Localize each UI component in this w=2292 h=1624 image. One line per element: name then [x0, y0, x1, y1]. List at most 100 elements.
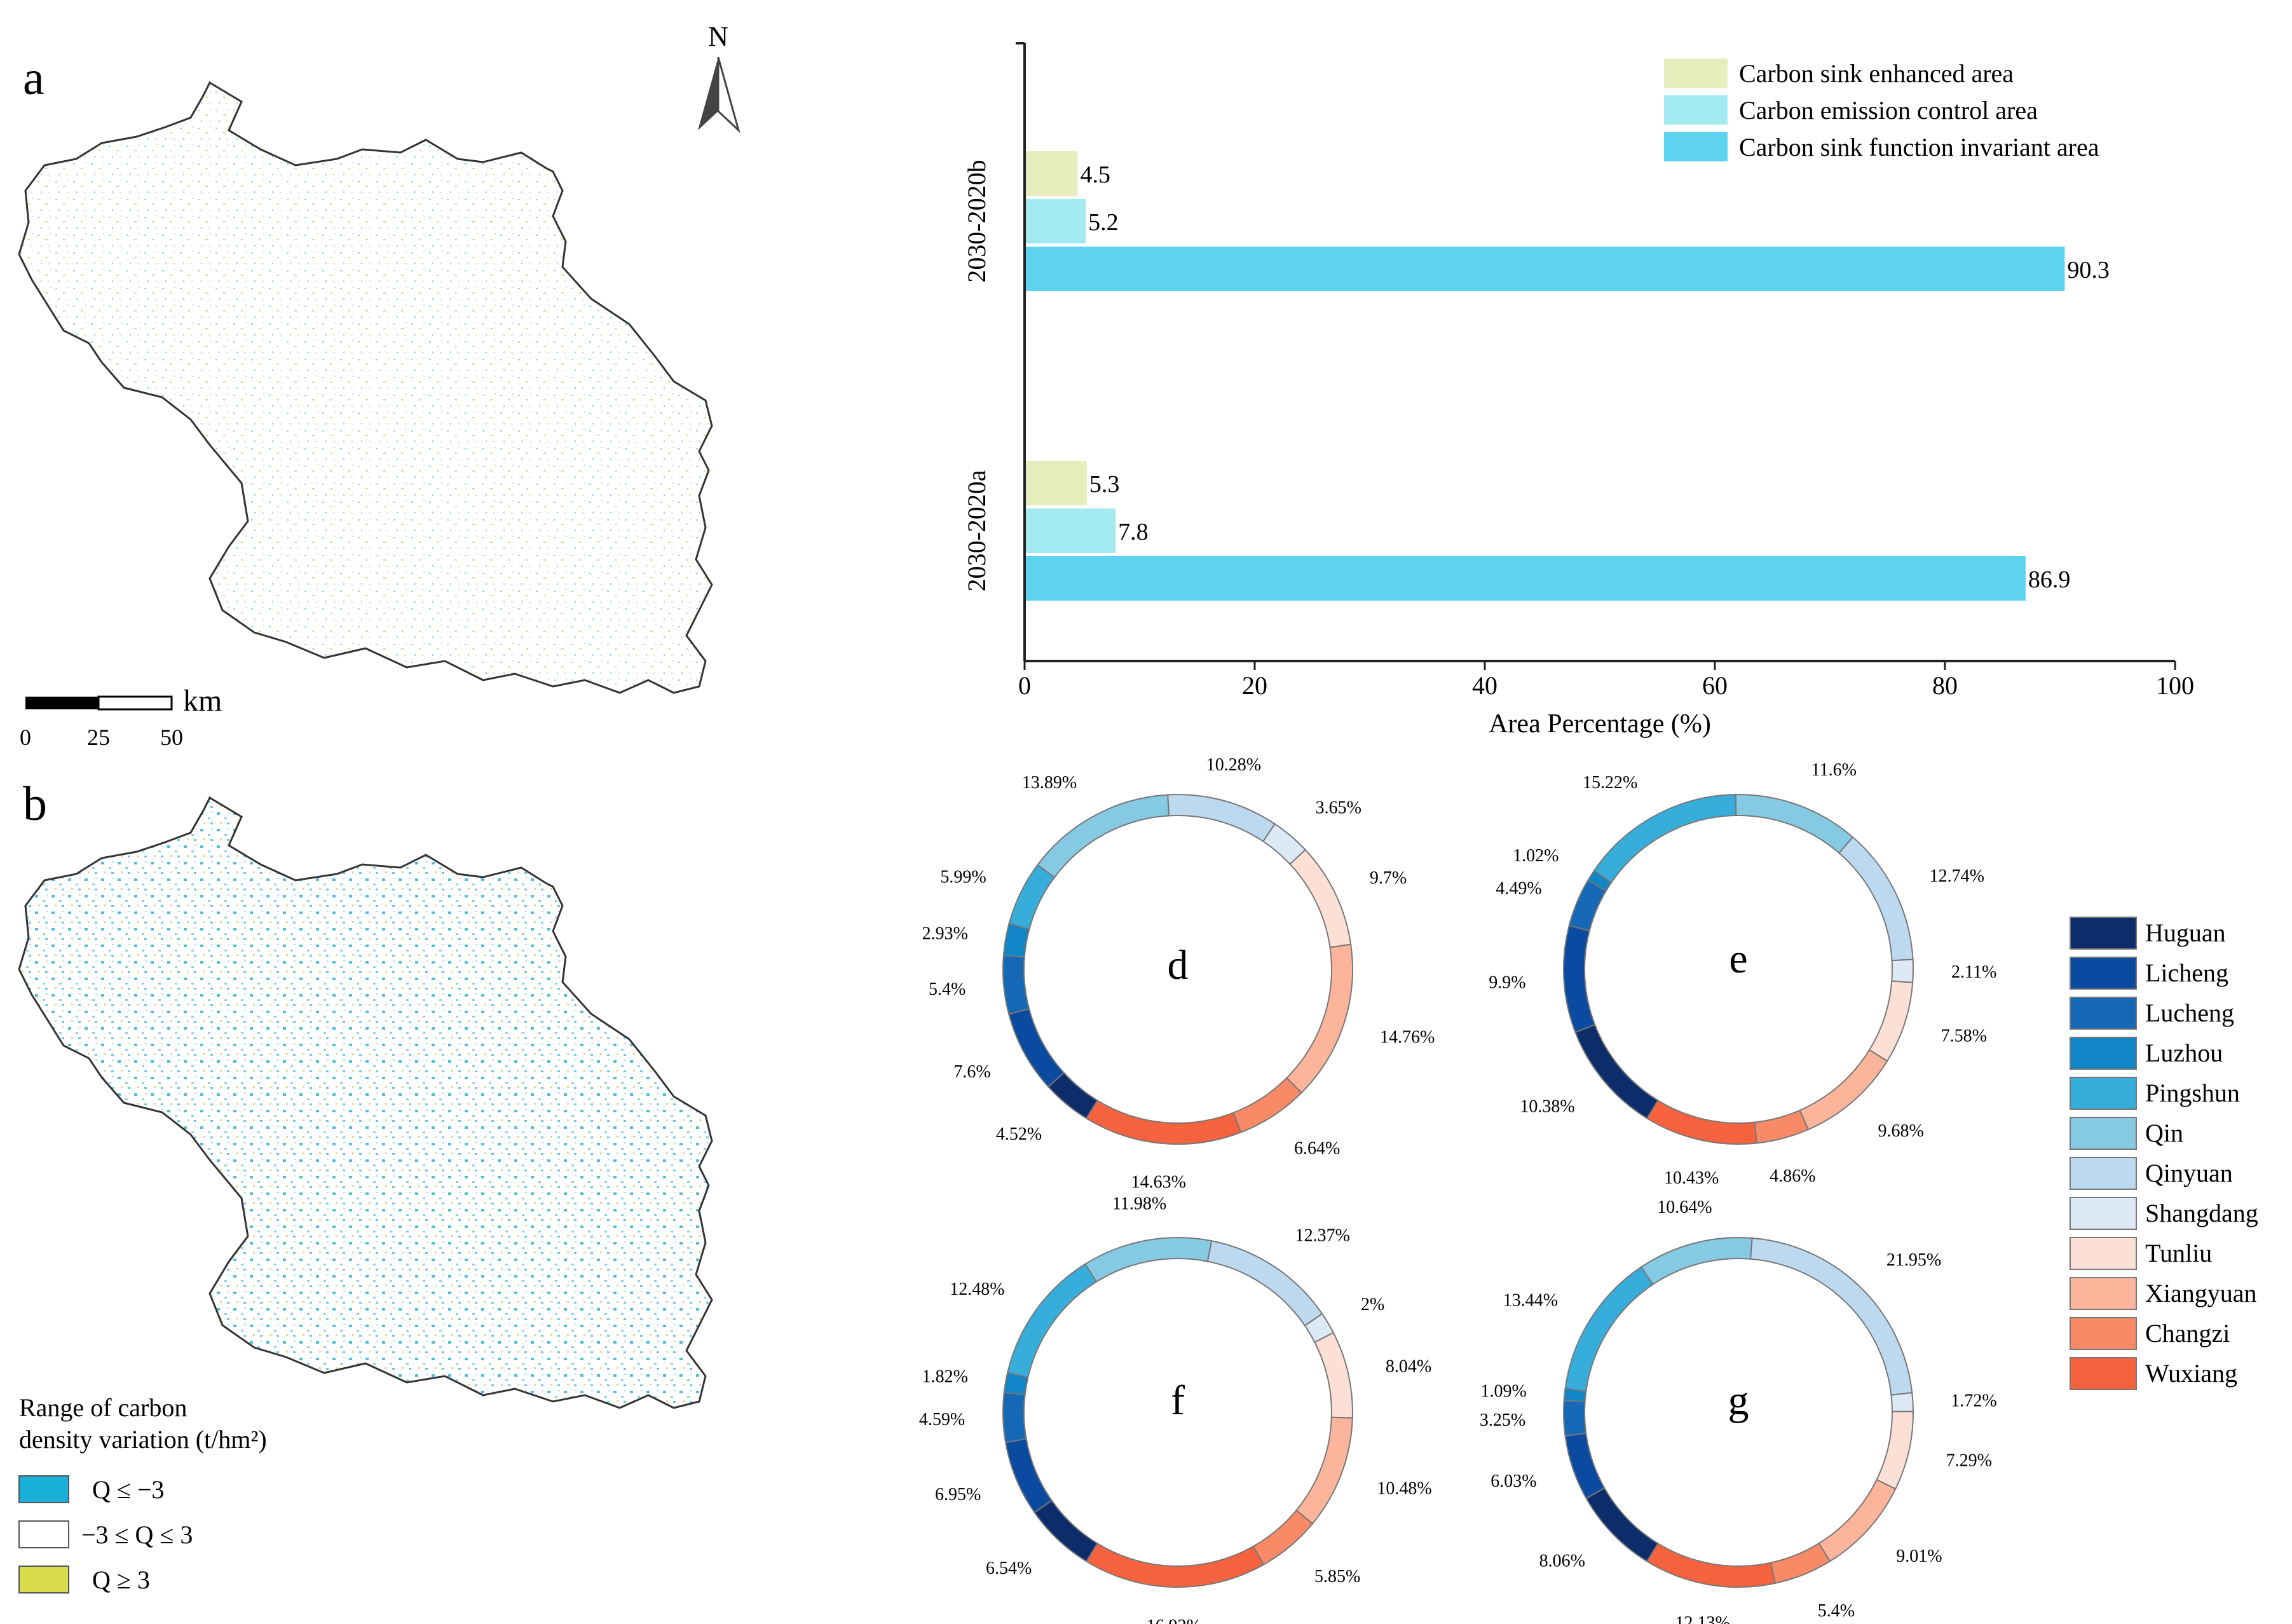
legend-swatch-mid	[18, 1520, 69, 1548]
legend-swatch	[2070, 1317, 2137, 1350]
x-axis-title: Area Percentage (%)	[1489, 709, 1711, 739]
legend-swatch	[2070, 917, 2137, 950]
north-arrow-icon: N	[698, 21, 740, 133]
legend-swatch-high	[18, 1566, 69, 1593]
donut-value-label: 8.06%	[1539, 1552, 1585, 1571]
donut-value-label: 2.93%	[922, 924, 968, 944]
donut-segment	[1646, 1099, 1757, 1145]
legend-swatch	[2070, 1357, 2137, 1390]
donut-charts: 4.52% 7.6% 5.4% 2.93% 5.99% 13.89% 10.28% 3.65%…	[919, 755, 1997, 1624]
donut-value-label: 14.76%	[1380, 1028, 1435, 1047]
donut-value-label: 4.52%	[996, 1124, 1042, 1144]
donut-value-label: 5.99%	[940, 868, 986, 887]
donut-value-label: 6.95%	[935, 1485, 981, 1505]
x-tick-label: 40	[1472, 671, 1497, 700]
bar	[1026, 556, 2026, 601]
donut-value-label: 10.48%	[1377, 1478, 1431, 1498]
legend-label: Huguan	[2145, 918, 2226, 947]
legend-label: Carbon emission control area	[1739, 96, 2038, 125]
donut-panel-label: g	[1728, 1377, 1749, 1424]
donut-segment	[1002, 1391, 1027, 1443]
donut-segment	[1085, 1542, 1265, 1588]
legend-label: Qinyuan	[2145, 1159, 2233, 1187]
legend-label-high: Q ≥ 3	[92, 1566, 150, 1594]
donut-value-label: 10.38%	[1520, 1096, 1574, 1116]
donut-panel-label: e	[1729, 936, 1747, 982]
donut-value-label: 10.28%	[1206, 755, 1261, 775]
donut-segment	[1585, 1487, 1659, 1562]
donut-value-label: 4.49%	[1496, 878, 1541, 898]
bar-value-label: 5.2	[1088, 209, 1119, 236]
legend-label: Licheng	[2145, 959, 2228, 987]
map-legend-title: Range of carbon	[19, 1393, 187, 1422]
legend-label: Lucheng	[2145, 999, 2234, 1027]
legend-swatch	[2070, 1197, 2137, 1230]
north-label: N	[708, 21, 728, 52]
donut-panel-label: f	[1171, 1377, 1185, 1424]
donut-value-label: 9.01%	[1896, 1546, 1942, 1566]
donut-segment	[1252, 1509, 1314, 1566]
legend-label: Tunliu	[2145, 1239, 2212, 1267]
donut-segment	[1876, 1410, 1914, 1490]
donut-value-label: 12.37%	[1295, 1225, 1350, 1245]
legend-swatch	[1664, 132, 1728, 161]
legend-swatch-low	[18, 1475, 69, 1503]
donut-segment	[1167, 794, 1276, 843]
donut-value-label: 7.29%	[1946, 1451, 1992, 1471]
donut-value-label: 13.44%	[1503, 1290, 1558, 1310]
donut-value-label: 3.25%	[1480, 1410, 1525, 1430]
legend-swatch	[2070, 1037, 2137, 1070]
donut-value-label: 11.98%	[1112, 1194, 1166, 1213]
legend-swatch	[2070, 997, 2137, 1030]
donut-value-label: 15.22%	[1583, 773, 1637, 793]
legend-swatch	[1664, 58, 1728, 88]
category-label: 2030-2020b	[962, 160, 991, 282]
donut-segment	[1295, 1416, 1353, 1525]
legend-label-low: Q ≤ −3	[92, 1475, 164, 1504]
scale-unit: km	[183, 684, 222, 718]
donut-segment	[1564, 1432, 1606, 1499]
donut-segment	[1007, 1007, 1065, 1088]
donut-value-label: 1.72%	[1951, 1391, 1996, 1410]
donut-value-label: 11.6%	[1811, 760, 1857, 780]
donut-value-label: 14.63%	[1131, 1173, 1186, 1192]
donut-value-label: 13.89%	[1022, 773, 1077, 793]
donut-segment	[1593, 794, 1737, 884]
donut-value-label: 8.04%	[1386, 1357, 1431, 1377]
bar	[1026, 151, 1078, 196]
donut-value-label: 16.92%	[1147, 1616, 1201, 1624]
donut-value-label: 9.9%	[1489, 972, 1525, 992]
donut-value-label: 4.86%	[1770, 1166, 1815, 1186]
donut-segment	[1085, 1099, 1242, 1145]
donut-segment	[1838, 836, 1914, 962]
donut-segment	[1206, 1240, 1323, 1327]
map-b-region	[18, 796, 713, 1409]
donut-value-label: 6.64%	[1294, 1139, 1340, 1159]
donut-segment	[1574, 1023, 1659, 1119]
legend-swatch	[2070, 1117, 2137, 1150]
legend-label: Xiangyuan	[2145, 1279, 2257, 1307]
donut-value-label: 6.54%	[986, 1559, 1032, 1578]
bar-value-label: 7.8	[1118, 519, 1149, 545]
bar	[1026, 247, 2065, 291]
donut-value-label: 12.13%	[1675, 1613, 1730, 1624]
donut-segment	[1640, 1237, 1753, 1286]
donut-value-label: 7.6%	[953, 1062, 990, 1082]
legend-swatch	[2070, 957, 2137, 990]
scale-tick: 25	[87, 725, 110, 750]
category-label: 2030-2020a	[962, 470, 991, 591]
donut-segment	[1891, 959, 1914, 983]
donut-value-label: 5.4%	[1818, 1601, 1855, 1621]
donut-value-label: 2.11%	[1951, 962, 1996, 982]
legend-label: Wuxiang	[2145, 1359, 2237, 1388]
donut-segment	[1564, 1266, 1654, 1393]
donut-value-label: 21.95%	[1886, 1250, 1941, 1270]
scale-tick: 50	[160, 725, 183, 750]
donut-segment	[1563, 924, 1596, 1034]
bar	[1026, 461, 1087, 505]
donut-value-label: 1.82%	[922, 1367, 968, 1387]
donut-segment	[1770, 1542, 1831, 1585]
donut-value-label: 6.03%	[1490, 1471, 1536, 1491]
legend-swatch	[2070, 1237, 2137, 1270]
legend-label: Carbon sink function invariant area	[1739, 133, 2099, 161]
